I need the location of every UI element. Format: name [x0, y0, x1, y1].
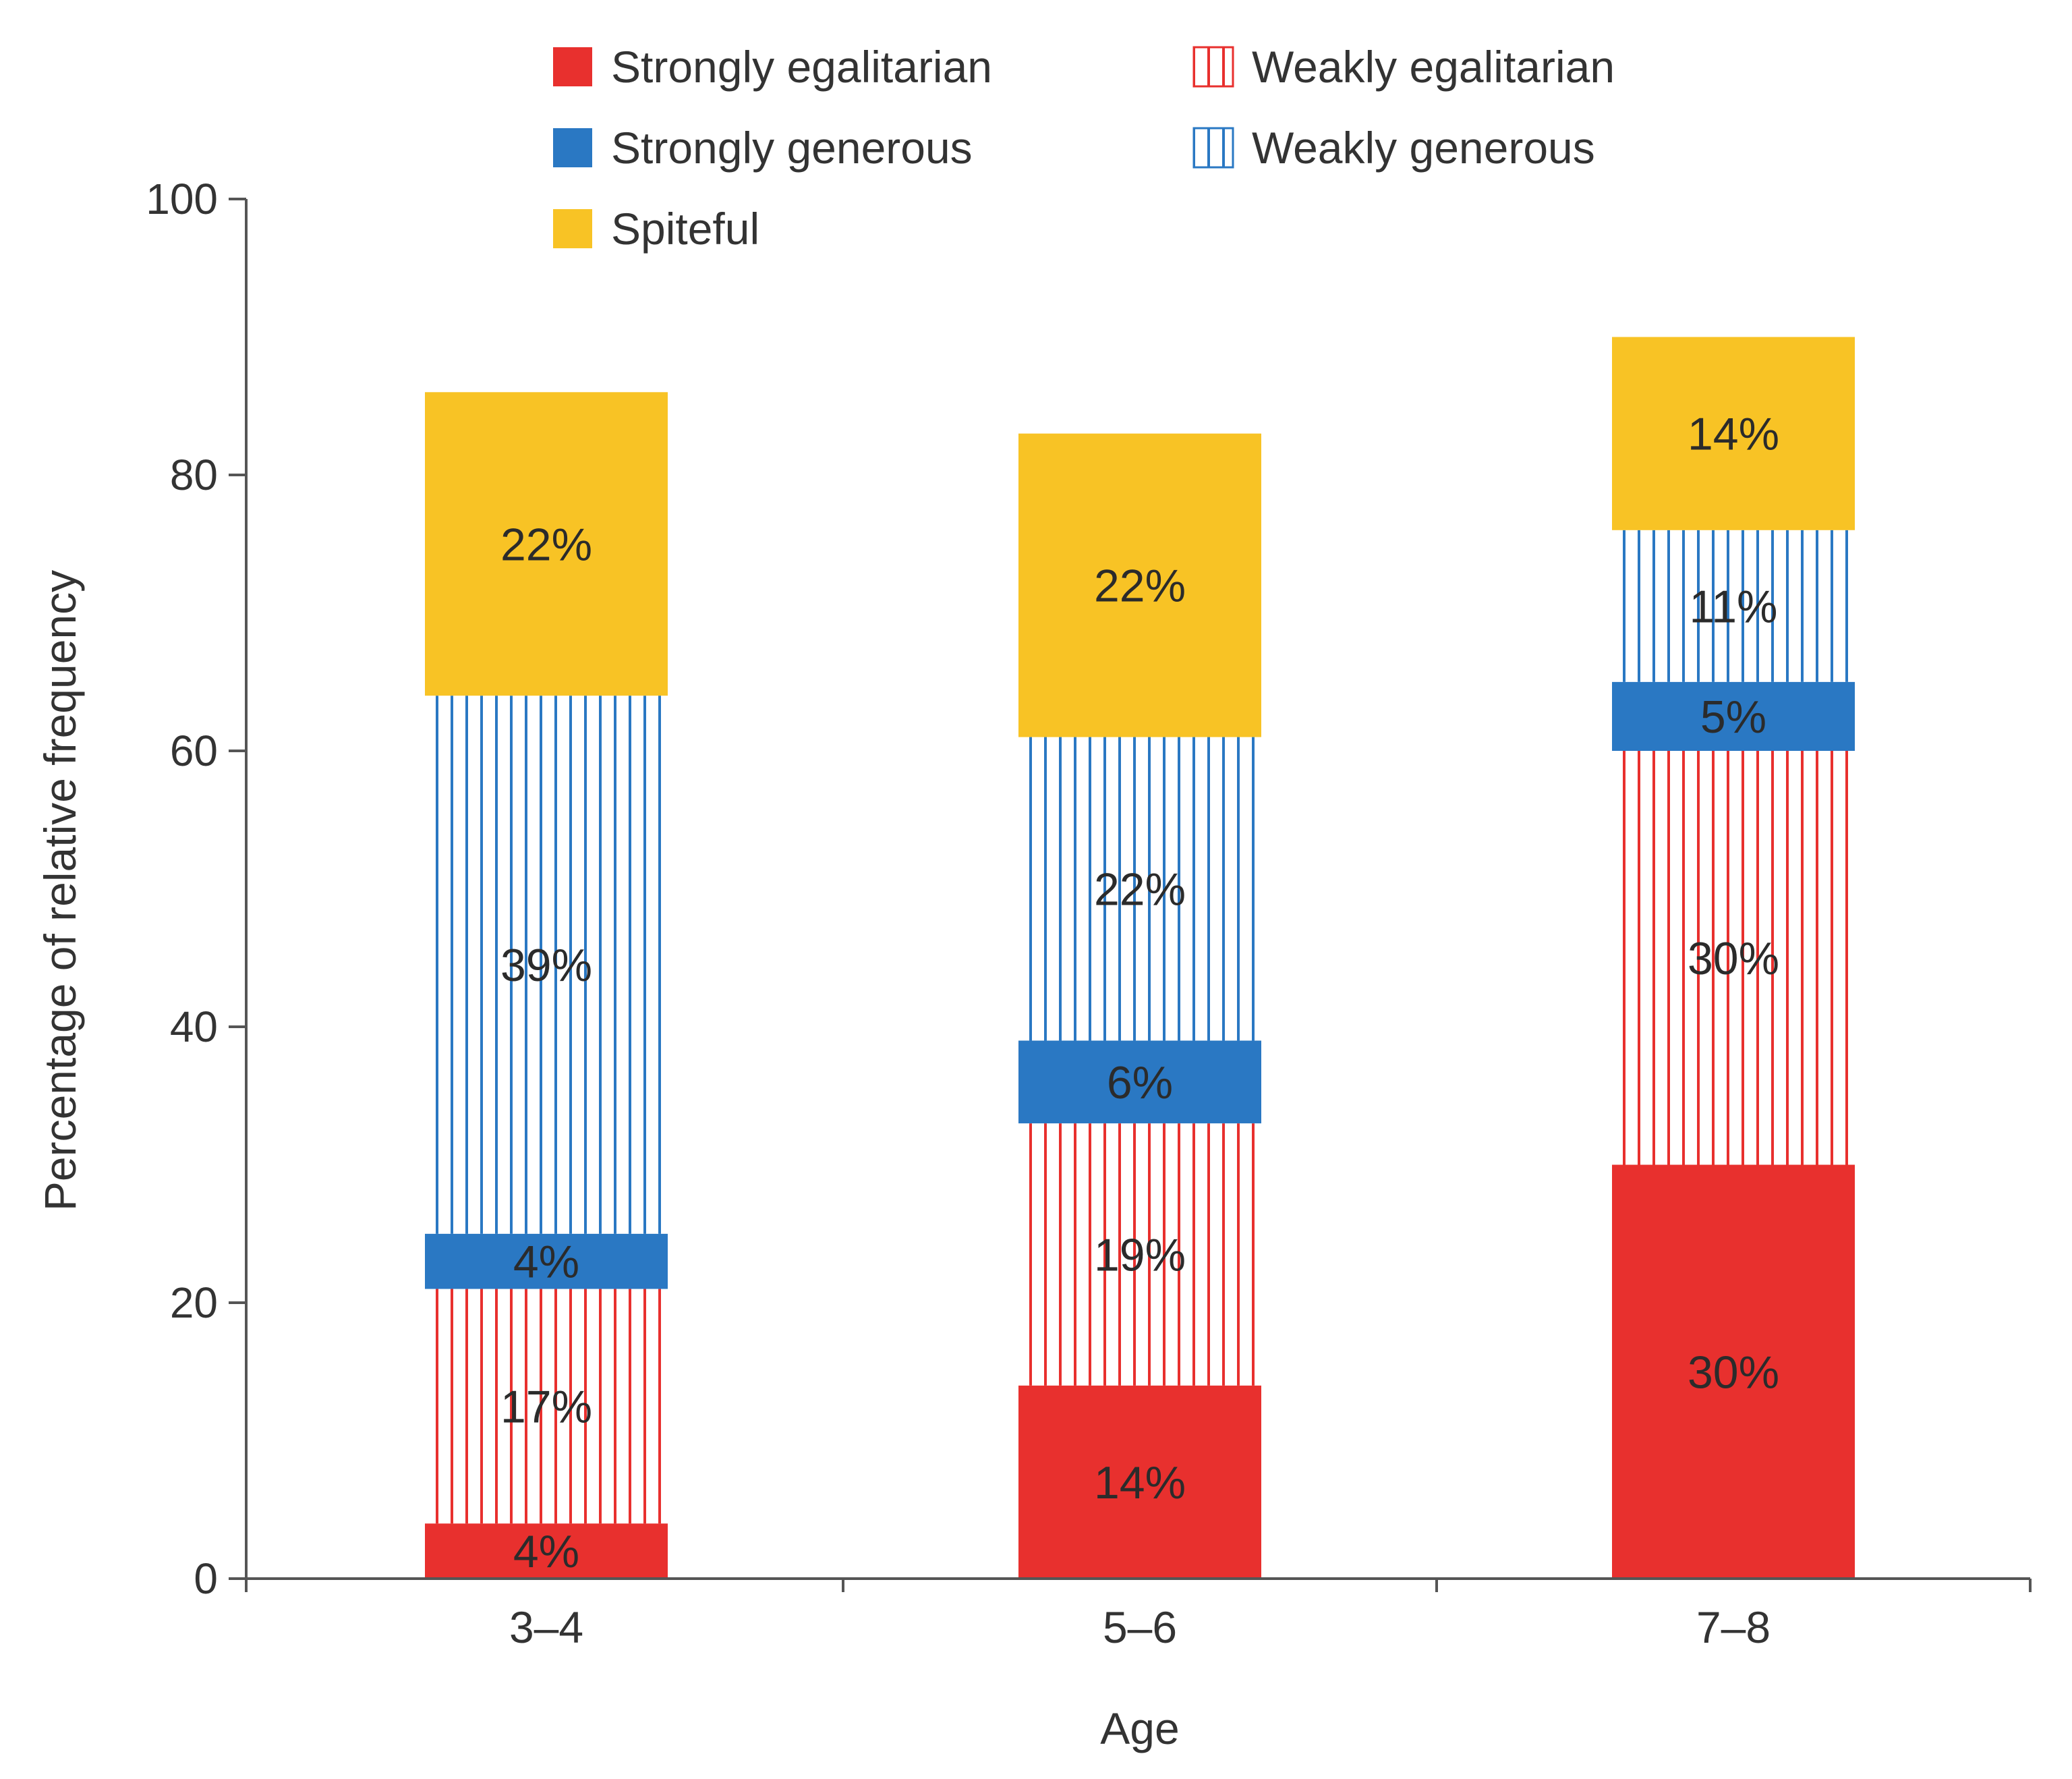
bar-segment-strongly-generous	[425, 1233, 668, 1289]
legend-item-spiteful: Spiteful	[553, 204, 759, 254]
data-label: 14%	[1688, 409, 1779, 460]
y-axis-label: Percentage of relative frequency	[35, 570, 85, 1211]
legend-swatch	[1192, 46, 1234, 88]
legend-item-weakly-egalitarian: Weakly egalitarian	[1192, 42, 1615, 92]
bar-segment-strongly-generous	[1612, 681, 1855, 751]
legend-swatch	[553, 128, 592, 167]
x-tick-label: 7–8	[1696, 1602, 1771, 1652]
bar-stack-7-8: 30% 30% 5% 11% 14%	[1612, 337, 1855, 1579]
bar-segment-weakly-egalitarian	[1612, 751, 1855, 1165]
bars: 4% 17% 4% 39% 22% 14% 19% 6% 22% 22% 30% 30% 5% 11% 14…	[425, 337, 1855, 1579]
y-tick-label: 60	[170, 727, 218, 775]
bar-segment-spiteful	[1612, 337, 1855, 530]
data-label: 4%	[513, 1526, 579, 1577]
legend: Strongly egalitarian Weakly egalitarian St…	[553, 42, 1615, 254]
legend-item-strongly-generous: Strongly generous	[553, 123, 973, 173]
bar-segment-spiteful	[425, 392, 668, 696]
x-axis-label: Age	[1100, 1703, 1179, 1753]
legend-label: Spiteful	[611, 204, 759, 254]
data-label: 22%	[1094, 864, 1186, 915]
data-label: 22%	[1094, 561, 1186, 612]
bar-segment-weakly-egalitarian	[1018, 1123, 1261, 1386]
data-label: 11%	[1689, 581, 1777, 632]
data-label: 19%	[1094, 1229, 1186, 1280]
x-tick-label: 5–6	[1103, 1602, 1177, 1652]
legend-label: Weakly generous	[1252, 123, 1595, 173]
bar-segment-strongly-generous	[1018, 1040, 1261, 1124]
legend-label: Strongly generous	[611, 123, 973, 173]
legend-swatch	[1192, 127, 1234, 169]
legend-swatch	[553, 209, 592, 248]
legend-item-strongly-egalitarian: Strongly egalitarian	[553, 42, 992, 92]
legend-label: Strongly egalitarian	[611, 42, 992, 92]
y-tick-label: 20	[170, 1278, 218, 1327]
bar-segment-weakly-generous	[425, 696, 668, 1234]
legend-item-weakly-generous: Weakly generous	[1192, 123, 1595, 173]
x-tick-label: 3–4	[509, 1602, 583, 1652]
y-axis: 0 20 40 60 80 100	[146, 175, 248, 1603]
y-tick-label: 100	[146, 175, 218, 223]
bar-segment-strongly-egalitarian	[425, 1523, 668, 1579]
data-label: 5%	[1700, 691, 1766, 743]
data-label: 14%	[1094, 1457, 1186, 1508]
bar-segment-weakly-egalitarian	[425, 1289, 668, 1524]
bar-segment-spiteful	[1018, 433, 1261, 737]
bar-segment-weakly-generous	[1018, 737, 1261, 1041]
data-label: 17%	[500, 1381, 592, 1432]
bar-segment-weakly-generous	[1612, 530, 1855, 682]
data-label: 4%	[513, 1237, 579, 1288]
bar-segment-strongly-egalitarian	[1612, 1164, 1855, 1579]
data-label: 6%	[1107, 1057, 1173, 1108]
data-label: 30%	[1688, 933, 1779, 984]
legend-label: Weakly egalitarian	[1252, 42, 1615, 92]
bar-segment-strongly-egalitarian	[1018, 1385, 1261, 1579]
legend-swatch	[553, 47, 592, 86]
data-label: 22%	[500, 519, 592, 570]
data-label: 30%	[1688, 1347, 1779, 1398]
data-label: 39%	[500, 940, 592, 991]
y-tick-label: 40	[170, 1003, 218, 1051]
y-tick-label: 80	[170, 451, 218, 499]
bar-stack-5-6: 14% 19% 6% 22% 22%	[1018, 433, 1261, 1579]
bar-stack-3-4: 4% 17% 4% 39% 22%	[425, 392, 668, 1579]
y-tick-label: 0	[194, 1554, 218, 1603]
x-axis: 3–4 5–6 7–8	[245, 1577, 2032, 1652]
